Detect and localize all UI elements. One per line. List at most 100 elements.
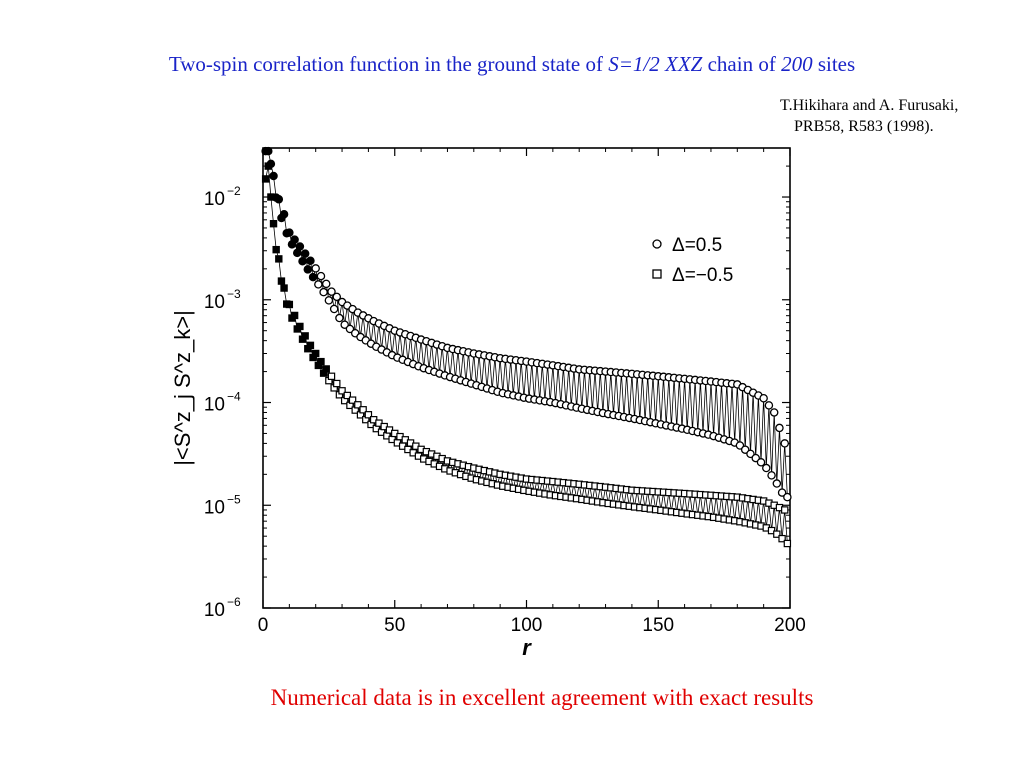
legend-label-delta-minus: Δ=−0.5 [672,265,733,286]
circle-point [340,320,349,329]
square-point [269,219,278,228]
circle-point [759,394,768,403]
footer-note: Numerical data is in excellent agreement… [270,685,814,710]
square-point [261,175,270,183]
square-point [280,284,288,292]
square-point [285,300,294,309]
y-tick-label: 10 [204,395,225,416]
x-tick-label: 200 [774,615,806,636]
square-point [267,193,275,201]
circle-point [767,471,776,480]
circle-point [308,272,318,282]
circle-point [756,458,766,467]
circle-point [777,488,787,497]
legend-square-marker [652,269,662,279]
title-part: S=1/2 XXZ [608,52,703,76]
circle-point [285,228,294,237]
square-point [773,530,781,538]
square-point [348,396,357,404]
circle-point [762,463,771,473]
square-point [781,506,789,514]
circle-point [775,423,784,433]
y-tick-label: 10 [204,189,225,210]
circle-point [306,256,315,265]
circle-point [783,492,792,502]
legend-circle-marker [652,239,662,249]
y-tick-label: 10 [204,600,225,621]
title-part: Two-spin correlation function in the gro… [168,52,609,76]
circle-point [298,256,307,266]
series-lines [265,150,788,544]
square-point [333,379,341,388]
circle-point [279,209,289,219]
square-point [783,539,792,548]
circle-point [324,296,334,305]
square-point [264,162,272,170]
y-tick-exponent: −3 [227,287,241,301]
x-tick-label: 50 [384,615,405,636]
x-tick-label: 100 [511,615,543,636]
y-tick-label: 10 [204,292,225,313]
title-part: sites [812,52,856,76]
circle-point [769,408,779,417]
y-tick-exponent: −6 [227,595,241,609]
circle-point [311,264,320,273]
circle-point [269,171,278,181]
circle-point [303,265,313,274]
legend: Δ=0.5 Δ=−0.5 [652,235,733,286]
citation-authors: T.Hikihara and A. Furusaki, [780,97,959,114]
circle-point [780,439,789,448]
circle-point [319,287,328,297]
circle-point [335,313,344,323]
circle-point [329,304,339,314]
y-axis-label: |<S^z_j S^z_k>| [170,310,195,466]
y-tick-base: 10 [204,292,225,313]
y-tick-label: 10 [204,497,225,518]
square-point [290,311,299,320]
y-tick-base: 10 [204,497,225,518]
slide-title: Two-spin correlation function in the gro… [0,52,1024,77]
y-tick-exponent: −4 [227,390,241,404]
legend-label-delta-plus: Δ=0.5 [672,235,722,256]
square-point [359,406,367,414]
circle-point [772,479,782,488]
y-tick-exponent: −2 [227,184,241,198]
square-point [778,534,786,543]
square-point [312,349,320,358]
square-point [306,341,315,350]
y-tick-base: 10 [204,189,225,210]
citation: T.Hikihara and A. Furusaki, PRB58, R583 … [780,95,958,137]
square-point [338,387,346,395]
square-point [277,277,286,285]
x-tick-label: 0 [258,615,269,636]
citation-reference: PRB58, R583 (1998). [794,118,934,135]
square-point [327,372,336,380]
circle-point [321,279,331,289]
circle-point [300,249,310,258]
circle-point [295,242,305,251]
square-point [272,245,280,254]
y-tick-exponent: −5 [227,492,241,506]
circle-point [264,146,273,156]
circle-point [764,401,774,410]
circle-point [274,195,284,204]
x-axis-label: r [522,635,532,660]
square-point [301,332,309,340]
circle-point [316,271,326,281]
circle-point [345,324,355,334]
data-points [261,146,792,548]
square-point [364,411,373,419]
circle-point [332,292,342,302]
square-point [322,365,330,373]
title-part: 200 [781,52,813,76]
square-point [317,357,325,366]
square-point [354,401,362,409]
x-tick-label: 150 [642,615,674,636]
circle-point [327,287,336,296]
square-point [296,322,304,331]
square-point [343,391,352,400]
circle-point [314,280,323,289]
title-part: chain of [702,52,782,76]
